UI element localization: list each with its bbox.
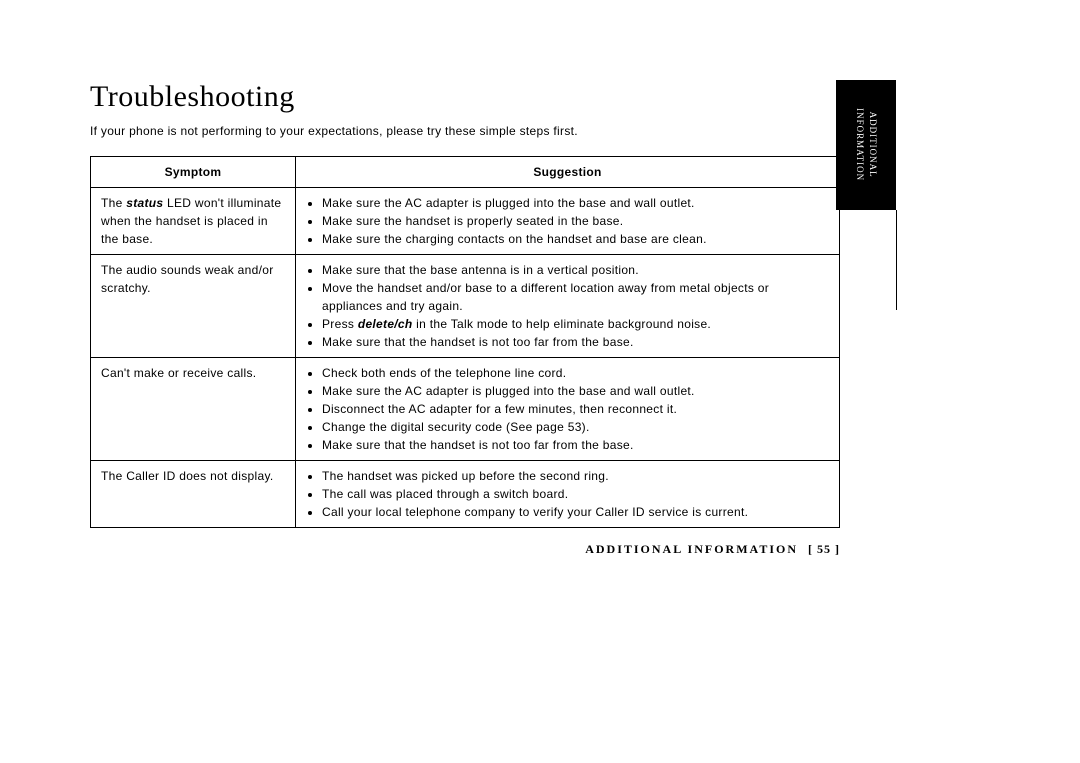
suggestion-item: Make sure the charging contacts on the h… [322, 230, 829, 248]
suggestion-item: The call was placed through a switch boa… [322, 485, 829, 503]
suggestion-item: Disconnect the AC adapter for a few minu… [322, 400, 829, 418]
table-row: Can't make or receive calls. Check both … [91, 358, 840, 461]
suggestion-item: Press delete/ch in the Talk mode to help… [322, 315, 829, 333]
suggestion-item: Call your local telephone company to ver… [322, 503, 829, 521]
manual-page: ADDITIONAL INFORMATION Troubleshooting I… [0, 0, 1080, 763]
suggestion-cell: Make sure the AC adapter is plugged into… [296, 188, 840, 255]
table-header-row: Symptom Suggestion [91, 157, 840, 188]
suggestion-item: Make sure the AC adapter is plugged into… [322, 194, 829, 212]
suggestion-item: Make sure the handset is properly seated… [322, 212, 829, 230]
section-tab-label: ADDITIONAL INFORMATION [853, 108, 878, 181]
symptom-cell: The audio sounds weak and/or scratchy. [91, 255, 296, 358]
side-divider [896, 210, 897, 310]
suggestion-text: in the Talk mode to help eliminate backg… [413, 317, 712, 331]
troubleshooting-table: Symptom Suggestion The status LED won't … [90, 156, 840, 528]
header-suggestion: Suggestion [296, 157, 840, 188]
footer-page: [ 55 ] [808, 542, 840, 556]
header-symptom: Symptom [91, 157, 296, 188]
suggestion-item: Move the handset and/or base to a differ… [322, 279, 829, 315]
symptom-bold: status [126, 196, 163, 210]
suggestion-item: Make sure the AC adapter is plugged into… [322, 382, 829, 400]
suggestion-bold: delete/ch [358, 317, 413, 331]
suggestion-item: Make sure that the handset is not too fa… [322, 333, 829, 351]
suggestion-item: Check both ends of the telephone line co… [322, 364, 829, 382]
page-footer: ADDITIONAL INFORMATION [ 55 ] [90, 542, 840, 557]
section-tab: ADDITIONAL INFORMATION [836, 80, 896, 210]
table-row: The status LED won't illuminate when the… [91, 188, 840, 255]
suggestion-item: Change the digital security code (See pa… [322, 418, 829, 436]
symptom-cell: The Caller ID does not display. [91, 461, 296, 528]
suggestion-item: Make sure that the handset is not too fa… [322, 436, 829, 454]
table-row: The audio sounds weak and/or scratchy. M… [91, 255, 840, 358]
table-row: The Caller ID does not display. The hand… [91, 461, 840, 528]
suggestion-cell: Check both ends of the telephone line co… [296, 358, 840, 461]
suggestion-cell: Make sure that the base antenna is in a … [296, 255, 840, 358]
symptom-cell: Can't make or receive calls. [91, 358, 296, 461]
symptom-text: The [101, 196, 126, 210]
suggestion-cell: The handset was picked up before the sec… [296, 461, 840, 528]
section-tab-line1: ADDITIONAL [868, 112, 878, 178]
suggestion-text: Press [322, 317, 358, 331]
footer-section: ADDITIONAL INFORMATION [585, 542, 798, 556]
symptom-cell: The status LED won't illuminate when the… [91, 188, 296, 255]
suggestion-item: The handset was picked up before the sec… [322, 467, 829, 485]
section-tab-line2: INFORMATION [855, 108, 865, 181]
suggestion-item: Make sure that the base antenna is in a … [322, 261, 829, 279]
